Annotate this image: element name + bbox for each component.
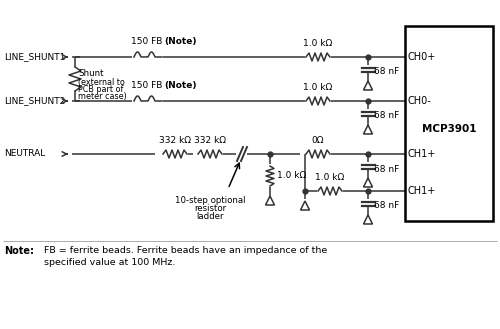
- Text: NEUTRAL: NEUTRAL: [4, 149, 45, 159]
- Text: Shunt: Shunt: [78, 69, 104, 79]
- Text: (Note): (Note): [164, 81, 196, 90]
- Text: 1.0 kΩ: 1.0 kΩ: [277, 171, 306, 181]
- Text: 1.0 kΩ: 1.0 kΩ: [304, 39, 332, 48]
- Text: 332 kΩ: 332 kΩ: [194, 136, 226, 145]
- Text: specified value at 100 MHz.: specified value at 100 MHz.: [44, 258, 176, 267]
- Text: LINE_SHUNT1: LINE_SHUNT1: [4, 53, 66, 62]
- Text: CH0+: CH0+: [408, 52, 436, 62]
- Text: 1.0 kΩ: 1.0 kΩ: [304, 83, 332, 92]
- Text: MCP3901: MCP3901: [422, 124, 476, 134]
- Text: 68 nF: 68 nF: [374, 67, 399, 77]
- Text: CH1+: CH1+: [408, 186, 436, 196]
- Text: CH0-: CH0-: [408, 96, 432, 106]
- Text: 68 nF: 68 nF: [374, 112, 399, 120]
- Text: 150 FB: 150 FB: [131, 37, 165, 46]
- Text: resistor: resistor: [194, 204, 226, 213]
- Text: 0Ω: 0Ω: [312, 136, 324, 145]
- Text: LINE_SHUNT2: LINE_SHUNT2: [4, 96, 65, 106]
- Text: CH1+: CH1+: [408, 149, 436, 159]
- Text: (external to: (external to: [78, 78, 125, 87]
- Text: meter case): meter case): [78, 91, 127, 100]
- Text: 68 nF: 68 nF: [374, 201, 399, 211]
- Text: 150 FB: 150 FB: [131, 81, 165, 90]
- Text: ladder: ladder: [196, 212, 224, 221]
- Text: 68 nF: 68 nF: [374, 164, 399, 173]
- Text: 332 kΩ: 332 kΩ: [159, 136, 191, 145]
- Text: 10-step optional: 10-step optional: [175, 196, 245, 205]
- FancyBboxPatch shape: [405, 26, 493, 221]
- Text: PCB part of: PCB part of: [78, 85, 124, 93]
- Text: (Note): (Note): [164, 37, 196, 46]
- Text: FB = ferrite beads. Ferrite beads have an impedance of the: FB = ferrite beads. Ferrite beads have a…: [44, 246, 327, 255]
- Text: Note:: Note:: [4, 246, 34, 256]
- Text: 1.0 kΩ: 1.0 kΩ: [316, 173, 344, 182]
